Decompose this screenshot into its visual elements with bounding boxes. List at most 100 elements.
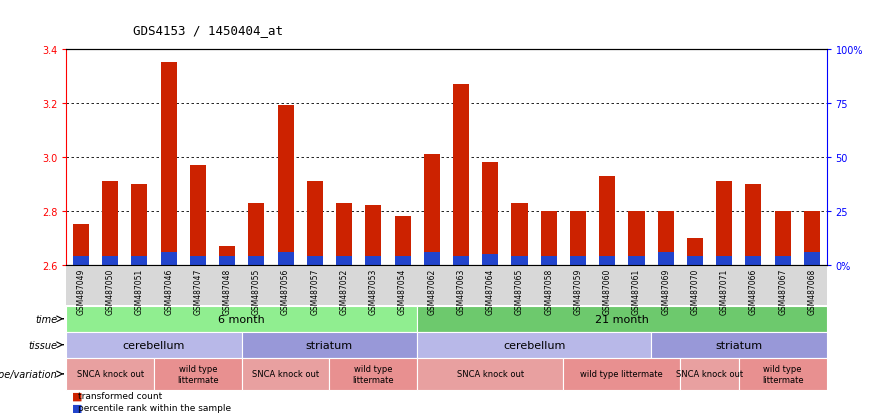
Text: GSM487067: GSM487067 bbox=[778, 268, 787, 314]
Text: genotype/variation: genotype/variation bbox=[0, 369, 57, 379]
Text: striatum: striatum bbox=[306, 340, 353, 350]
Text: ■: ■ bbox=[72, 391, 82, 401]
Bar bbox=[241, 332, 417, 358]
Bar bbox=[658, 252, 674, 265]
Bar bbox=[66, 332, 241, 358]
Text: cerebellum: cerebellum bbox=[503, 340, 566, 350]
Text: GSM487063: GSM487063 bbox=[456, 268, 466, 314]
Bar bbox=[745, 184, 761, 265]
Text: GSM487070: GSM487070 bbox=[690, 268, 699, 314]
Bar bbox=[541, 211, 557, 265]
Bar bbox=[570, 256, 586, 265]
Bar bbox=[453, 256, 469, 265]
Bar bbox=[681, 358, 739, 390]
Bar bbox=[541, 256, 557, 265]
Bar bbox=[72, 225, 89, 265]
Bar bbox=[278, 252, 293, 265]
Text: GSM487065: GSM487065 bbox=[515, 268, 524, 314]
Bar bbox=[417, 306, 827, 332]
Bar bbox=[190, 256, 206, 265]
Bar bbox=[307, 256, 323, 265]
Bar bbox=[599, 256, 615, 265]
Bar bbox=[330, 358, 417, 390]
Bar bbox=[716, 256, 732, 265]
Text: GSM487053: GSM487053 bbox=[369, 268, 377, 314]
Text: wild type
littermate: wild type littermate bbox=[762, 364, 804, 384]
Bar bbox=[774, 211, 790, 265]
Bar bbox=[219, 246, 235, 265]
Text: GSM487068: GSM487068 bbox=[807, 268, 817, 314]
Bar bbox=[394, 217, 410, 265]
Text: GSM487057: GSM487057 bbox=[310, 268, 319, 314]
Text: ■: ■ bbox=[72, 402, 82, 413]
Bar bbox=[423, 154, 440, 265]
Bar bbox=[219, 256, 235, 265]
Text: SNCA knock out: SNCA knock out bbox=[676, 370, 743, 378]
Bar bbox=[512, 203, 528, 265]
Text: cerebellum: cerebellum bbox=[123, 340, 186, 350]
Text: GSM487059: GSM487059 bbox=[574, 268, 583, 314]
Bar bbox=[365, 206, 381, 265]
Text: GSM487054: GSM487054 bbox=[398, 268, 407, 314]
Bar bbox=[365, 256, 381, 265]
Bar bbox=[483, 254, 499, 265]
Bar bbox=[190, 166, 206, 265]
Bar bbox=[563, 358, 681, 390]
Text: GSM487055: GSM487055 bbox=[252, 268, 261, 314]
Text: GSM487050: GSM487050 bbox=[106, 268, 115, 314]
Bar bbox=[307, 182, 323, 265]
Text: GSM487064: GSM487064 bbox=[486, 268, 495, 314]
Text: transformed count: transformed count bbox=[78, 392, 163, 401]
Bar bbox=[241, 358, 330, 390]
Text: wild type littermate: wild type littermate bbox=[581, 370, 663, 378]
Text: GSM487062: GSM487062 bbox=[427, 268, 437, 314]
Text: percentile rank within the sample: percentile rank within the sample bbox=[78, 403, 231, 412]
Text: GDS4153 / 1450404_at: GDS4153 / 1450404_at bbox=[133, 24, 283, 37]
Bar bbox=[629, 256, 644, 265]
Text: tissue: tissue bbox=[28, 340, 57, 350]
Bar bbox=[417, 358, 563, 390]
Text: 6 month: 6 month bbox=[218, 314, 265, 324]
Bar bbox=[66, 265, 827, 305]
Text: GSM487071: GSM487071 bbox=[720, 268, 728, 314]
Bar bbox=[687, 238, 703, 265]
Bar bbox=[652, 332, 827, 358]
Text: GSM487047: GSM487047 bbox=[194, 268, 202, 314]
Bar bbox=[687, 256, 703, 265]
Text: GSM487069: GSM487069 bbox=[661, 268, 670, 314]
Text: GSM487051: GSM487051 bbox=[135, 268, 144, 314]
Bar bbox=[66, 306, 417, 332]
Bar bbox=[658, 211, 674, 265]
Text: wild type
littermate: wild type littermate bbox=[177, 364, 218, 384]
Text: GSM487052: GSM487052 bbox=[339, 268, 348, 314]
Bar bbox=[336, 256, 352, 265]
Text: striatum: striatum bbox=[715, 340, 762, 350]
Bar bbox=[336, 203, 352, 265]
Text: GSM487060: GSM487060 bbox=[603, 268, 612, 314]
Bar bbox=[423, 252, 440, 265]
Bar bbox=[483, 163, 499, 265]
Bar bbox=[739, 358, 827, 390]
Bar bbox=[72, 256, 89, 265]
Bar bbox=[570, 211, 586, 265]
Bar bbox=[417, 332, 652, 358]
Bar bbox=[161, 252, 177, 265]
Bar bbox=[804, 211, 820, 265]
Text: SNCA knock out: SNCA knock out bbox=[457, 370, 524, 378]
Bar bbox=[512, 256, 528, 265]
Text: GSM487048: GSM487048 bbox=[223, 268, 232, 314]
Text: GSM487046: GSM487046 bbox=[164, 268, 173, 314]
Bar bbox=[774, 256, 790, 265]
Text: GSM487058: GSM487058 bbox=[545, 268, 553, 314]
Bar bbox=[599, 176, 615, 265]
Bar bbox=[248, 256, 264, 265]
Bar bbox=[132, 184, 148, 265]
Bar bbox=[154, 358, 241, 390]
Bar bbox=[629, 211, 644, 265]
Text: SNCA knock out: SNCA knock out bbox=[77, 370, 144, 378]
Bar bbox=[394, 256, 410, 265]
Bar bbox=[248, 203, 264, 265]
Text: SNCA knock out: SNCA knock out bbox=[252, 370, 319, 378]
Text: GSM487066: GSM487066 bbox=[749, 268, 758, 314]
Bar bbox=[103, 256, 118, 265]
